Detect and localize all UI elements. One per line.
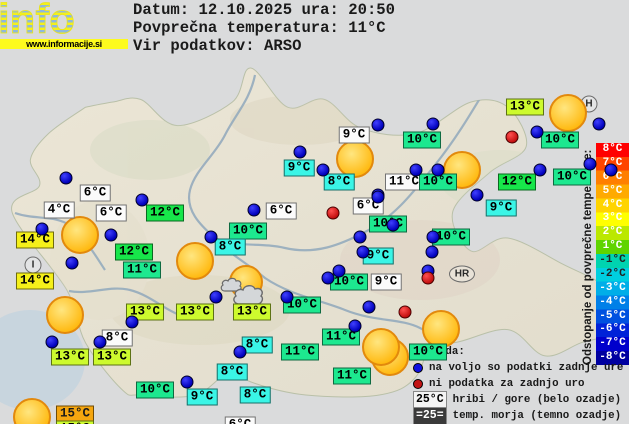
svg-text:info: info bbox=[0, 0, 75, 39]
